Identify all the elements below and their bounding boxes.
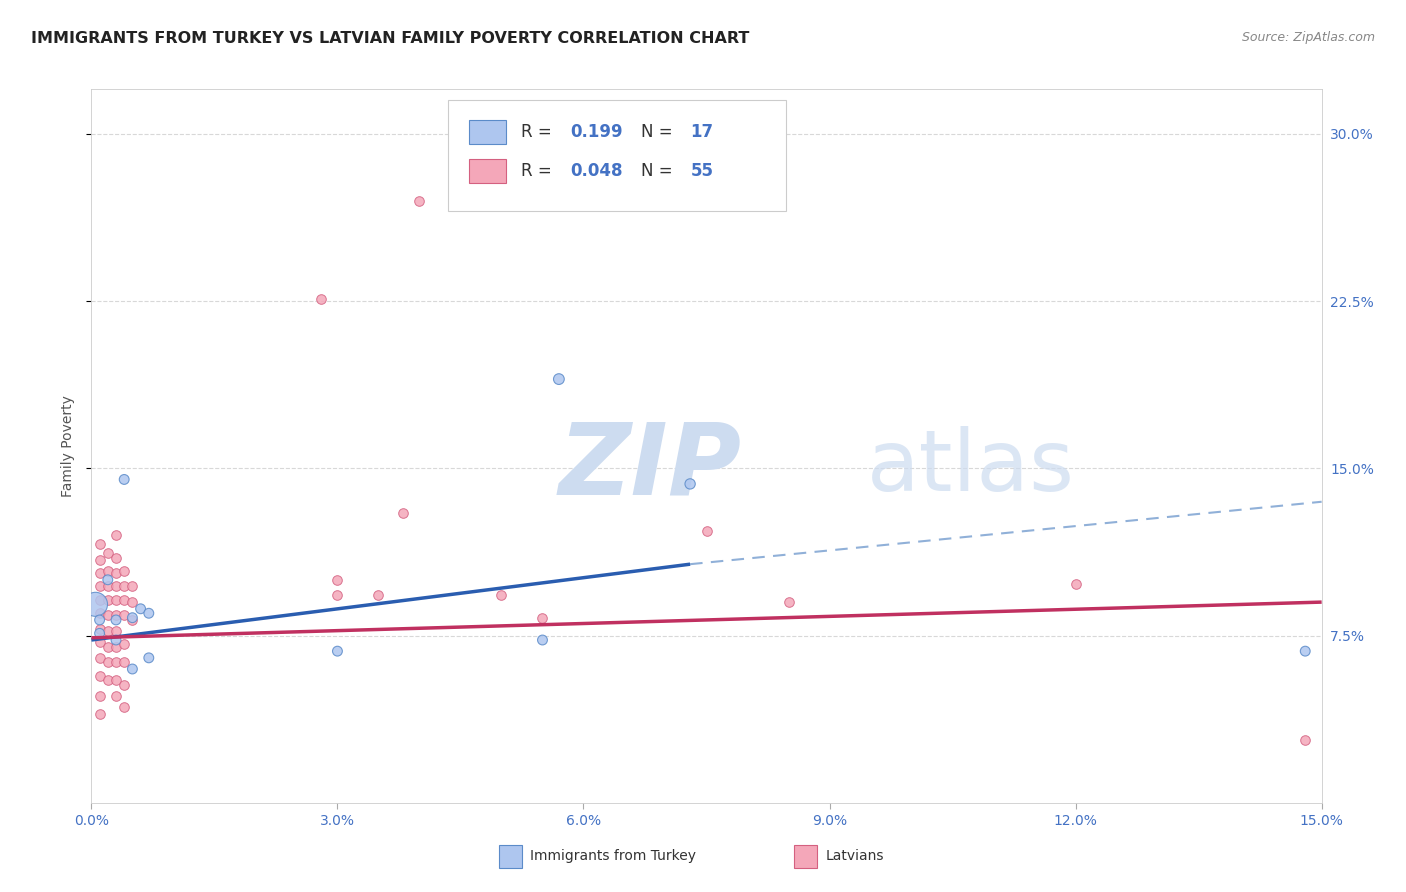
Point	[89, 552, 111, 567]
Point	[121, 580, 143, 594]
Point	[97, 640, 120, 654]
Point	[121, 595, 143, 609]
Text: R =: R =	[520, 123, 557, 141]
Point	[695, 524, 717, 538]
Point	[112, 699, 135, 714]
Point	[778, 595, 800, 609]
Point	[105, 566, 127, 581]
Point	[105, 580, 127, 594]
Point	[89, 607, 111, 621]
Point	[112, 637, 135, 651]
Point	[89, 622, 111, 636]
Point	[309, 292, 332, 306]
Point	[138, 651, 160, 665]
Point	[491, 589, 513, 603]
Point	[89, 592, 111, 607]
Point	[326, 644, 349, 658]
Point	[105, 640, 127, 654]
Point	[97, 673, 120, 687]
Text: Immigrants from Turkey: Immigrants from Turkey	[530, 849, 696, 863]
Text: ZIP: ZIP	[558, 419, 742, 516]
Point	[105, 624, 127, 639]
Point	[326, 573, 349, 587]
Point	[121, 662, 143, 676]
Point	[105, 655, 127, 669]
Text: atlas: atlas	[866, 425, 1074, 509]
Point	[326, 589, 349, 603]
Point	[112, 592, 135, 607]
Point	[89, 537, 111, 551]
Y-axis label: Family Poverty: Family Poverty	[60, 395, 75, 497]
Point	[89, 669, 111, 683]
Point	[121, 613, 143, 627]
Point	[97, 655, 120, 669]
Text: 0.048: 0.048	[569, 162, 623, 180]
Text: Latvians: Latvians	[825, 849, 884, 863]
Point	[112, 608, 135, 623]
Point	[679, 476, 702, 491]
Point	[105, 550, 127, 565]
Text: N =: N =	[641, 123, 678, 141]
Bar	[470, 159, 506, 184]
Point	[105, 528, 127, 542]
Point	[105, 689, 127, 703]
Point	[121, 610, 143, 624]
Point	[112, 473, 135, 487]
Text: N =: N =	[641, 162, 678, 180]
Point	[89, 635, 111, 649]
Point	[89, 580, 111, 594]
Point	[105, 633, 127, 648]
Point	[112, 678, 135, 692]
Point	[105, 592, 127, 607]
Point	[531, 633, 554, 648]
Point	[408, 194, 430, 208]
Point	[1064, 577, 1087, 591]
Point	[89, 626, 111, 640]
Point	[89, 613, 111, 627]
Bar	[470, 120, 506, 145]
Point	[97, 546, 120, 560]
Text: Source: ZipAtlas.com: Source: ZipAtlas.com	[1241, 31, 1375, 45]
Point	[97, 573, 120, 587]
Text: IMMIGRANTS FROM TURKEY VS LATVIAN FAMILY POVERTY CORRELATION CHART: IMMIGRANTS FROM TURKEY VS LATVIAN FAMILY…	[31, 31, 749, 46]
Point	[97, 592, 120, 607]
Point	[89, 566, 111, 581]
Point	[531, 610, 554, 624]
Text: 17: 17	[690, 123, 714, 141]
Text: 55: 55	[690, 162, 713, 180]
Point	[89, 706, 111, 721]
Point	[97, 564, 120, 578]
Point	[89, 651, 111, 665]
Point	[105, 613, 127, 627]
FancyBboxPatch shape	[449, 100, 786, 211]
Point	[138, 607, 160, 621]
Point	[548, 372, 571, 386]
Point	[112, 580, 135, 594]
Point	[105, 673, 127, 687]
Text: 0.199: 0.199	[569, 123, 623, 141]
Point	[84, 598, 107, 612]
Point	[129, 602, 152, 616]
Point	[89, 689, 111, 703]
Point	[367, 589, 389, 603]
Point	[105, 608, 127, 623]
Point	[1294, 644, 1316, 658]
Point	[392, 506, 415, 520]
Point	[97, 624, 120, 639]
Text: R =: R =	[520, 162, 557, 180]
Point	[1294, 733, 1316, 747]
Point	[97, 608, 120, 623]
Point	[112, 564, 135, 578]
Point	[112, 655, 135, 669]
Point	[97, 580, 120, 594]
